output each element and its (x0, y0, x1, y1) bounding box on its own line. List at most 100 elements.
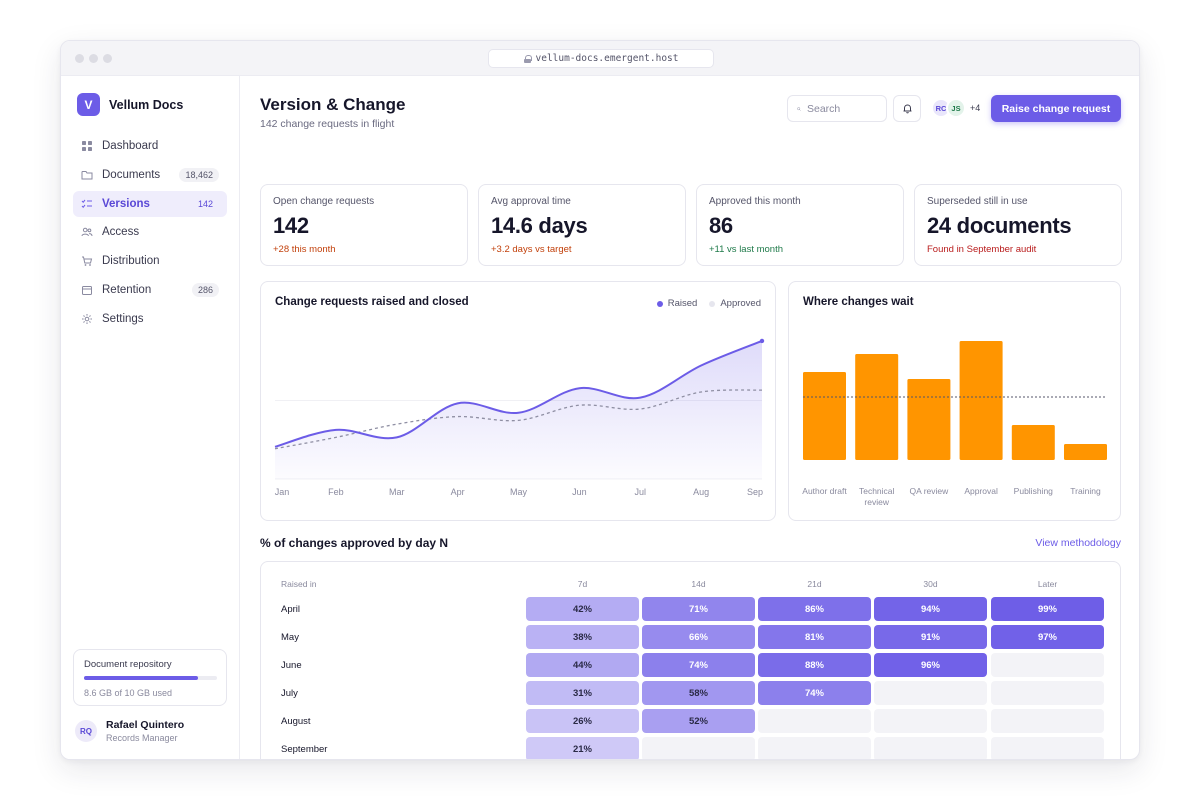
sidebar-item-documents[interactable]: Documents 18,462 (73, 162, 227, 188)
url-text: vellum-docs.emergent.host (535, 53, 679, 64)
brand-name: Vellum Docs (109, 97, 184, 112)
brand[interactable]: V Vellum Docs (77, 93, 183, 116)
approved-series-line[interactable] (274, 389, 763, 450)
brand-logo: V (77, 93, 100, 116)
search-box[interactable] (787, 95, 887, 122)
cohort-cell (991, 737, 1104, 759)
cohort-cell: 21% (526, 737, 639, 759)
raised-area (275, 340, 762, 479)
bar[interactable] (1011, 425, 1055, 460)
x-tick-label: Author draft (802, 486, 847, 496)
lock-icon (523, 54, 532, 63)
kpi-value: 24 documents (927, 213, 1072, 238)
cohort-cell (991, 709, 1104, 733)
legend-swatch (656, 300, 663, 307)
bar[interactable] (855, 354, 899, 460)
line-chart-card: Change requests raised and closed Raised… (260, 281, 776, 521)
view-methodology-link[interactable]: View methodology (1035, 537, 1121, 549)
sidebar-item-label: Documents (102, 168, 161, 181)
window-close-dot[interactable] (75, 54, 84, 63)
user-name: Rafael Quintero (106, 719, 185, 731)
cohort-column-header: 21d (807, 579, 822, 589)
storage-progress-fill (84, 676, 199, 680)
sidebar-item-badge: 18,462 (179, 167, 219, 182)
cohort-column-header: 7d (577, 579, 588, 589)
bar[interactable] (907, 379, 951, 460)
cohort-cell: 99% (991, 597, 1104, 621)
kpi-value: 14.6 days (491, 213, 588, 238)
storage-card: Document repository 8.6 GB of 10 GB used (73, 649, 227, 706)
x-tick-label: Feb (328, 487, 344, 497)
kpi-delta: +11 vs last month (709, 244, 784, 255)
cohort-cell: 74% (642, 653, 755, 677)
versions-icon (81, 199, 92, 208)
legend-item-raised[interactable]: Raised (656, 298, 698, 309)
main-content: Version & Change 142 change requests in … (240, 76, 1139, 759)
sidebar-item-dashboard[interactable]: Dashboard (73, 133, 227, 159)
sidebar-item-label: Versions (102, 197, 150, 210)
page-subtitle: 142 change requests in flight (260, 118, 395, 130)
kpi-label: Open change requests (273, 196, 375, 207)
cohort-row-label: June (281, 660, 302, 671)
kpi-label: Superseded still in use (927, 196, 1028, 207)
search-input[interactable] (807, 102, 877, 115)
sidebar-item-access[interactable]: Access (73, 219, 227, 245)
raised-last-point[interactable] (759, 338, 765, 344)
sidebar-nav: Dashboard Documents 18,462 Versions 142 (73, 133, 227, 335)
x-tick-label: Technical (859, 486, 895, 496)
storage-title: Document repository (84, 659, 172, 670)
cohort-cell (758, 737, 871, 759)
cohort-row-label: April (281, 604, 301, 615)
sidebar-item-distribution[interactable]: Distribution (73, 248, 227, 274)
cohort-column-header: 30d (923, 579, 938, 589)
cohort-cell: 58% (642, 681, 755, 705)
raise-change-request-button[interactable]: Raise change request (991, 95, 1121, 122)
x-tick-label: QA review (910, 486, 950, 496)
sidebar-item-label: Access (102, 226, 140, 239)
cohort-cell: 94% (874, 597, 987, 621)
address-bar[interactable]: vellum-docs.emergent.host (488, 49, 714, 68)
cohort-cell: 96% (874, 653, 987, 677)
line-chart-legend: Raised Approved (656, 298, 761, 309)
kpi-card-approved-month: Approved this month 86 +11 vs last month (696, 184, 904, 266)
kpi-label: Approved this month (709, 196, 801, 207)
legend-item-approved[interactable]: Approved (709, 298, 761, 309)
x-tick-label: Approval (964, 486, 998, 496)
sidebar-item-settings[interactable]: Settings (73, 306, 227, 332)
cohort-cell (991, 653, 1104, 677)
cohort-section-title: % of changes approved by day N (260, 536, 449, 550)
user-profile[interactable]: RQ Rafael Quintero Records Manager (75, 719, 184, 743)
bar[interactable] (1064, 444, 1107, 460)
cohort-row-label: August (281, 716, 311, 727)
cohort-cell: 66% (642, 625, 755, 649)
page-title: Version & Change (260, 95, 406, 114)
folder-icon (81, 170, 93, 180)
kpi-card-open-requests: Open change requests 142 +28 this month (260, 184, 468, 266)
cart-icon (82, 256, 93, 267)
collaborator-avatars[interactable]: RC JS +4 (931, 98, 980, 118)
window-maximize-dot[interactable] (103, 54, 112, 63)
cohort-row-header: Raised in (281, 579, 317, 589)
x-tick-label: review (864, 497, 889, 507)
calendar-icon (82, 285, 92, 295)
bar[interactable] (959, 341, 1003, 460)
sidebar-item-versions[interactable]: Versions 142 (73, 190, 227, 217)
cohort-cell: 26% (526, 709, 639, 733)
bar[interactable] (803, 372, 846, 460)
kpi-delta: +28 this month (273, 244, 336, 255)
cohort-cell (874, 709, 987, 733)
cohort-cell: 52% (642, 709, 755, 733)
sidebar-item-badge: 286 (191, 282, 219, 297)
x-tick-label: Jul (634, 487, 646, 497)
users-icon (81, 228, 93, 237)
cohort-column-header: Later (1037, 579, 1058, 589)
legend-label: Raised (667, 298, 698, 309)
sidebar: V Vellum Docs Dashboard Documents 18,462 (61, 76, 240, 759)
notifications-button[interactable] (893, 95, 921, 122)
x-tick-label: Sep (747, 487, 763, 497)
sidebar-item-retention[interactable]: Retention 286 (73, 277, 227, 303)
cohort-cell: 97% (991, 625, 1104, 649)
raised-series-line[interactable] (274, 339, 763, 448)
x-tick-label: Apr (451, 487, 465, 497)
window-minimize-dot[interactable] (89, 54, 98, 63)
